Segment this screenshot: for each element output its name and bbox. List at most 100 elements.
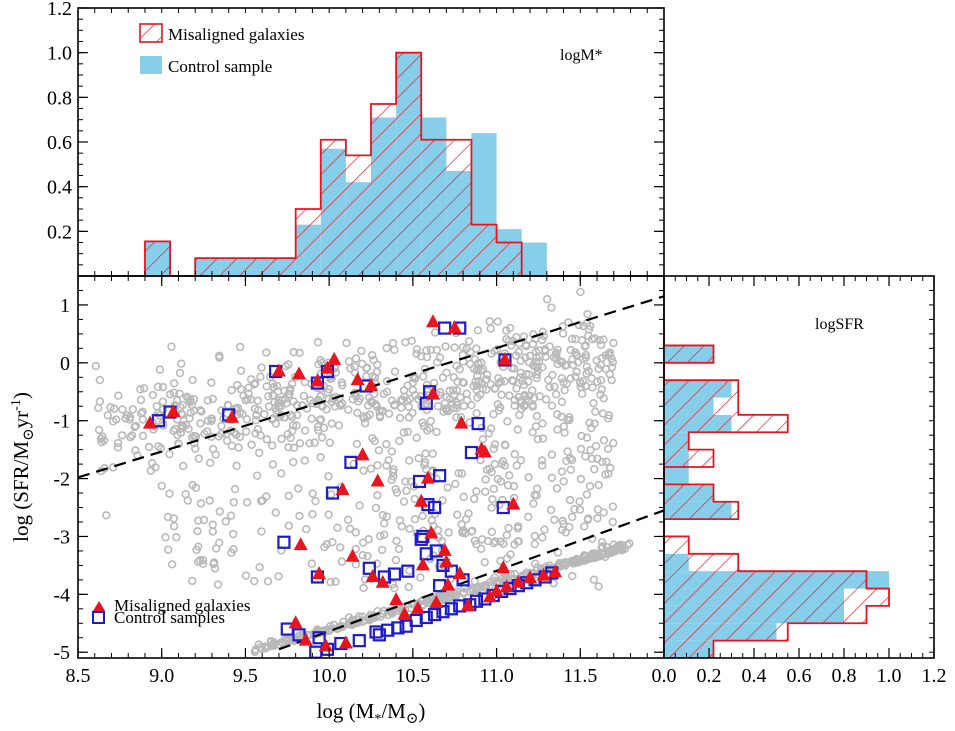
- parent-point: [165, 489, 174, 498]
- parent-point: [350, 362, 359, 371]
- misaligned-point: [452, 566, 467, 580]
- parent-point: [575, 505, 585, 514]
- parent-point: [462, 344, 471, 353]
- parent-point: [372, 402, 382, 411]
- main-legend: Misaligned galaxies Control samples: [92, 596, 250, 627]
- parent-point: [570, 556, 579, 565]
- parent-point: [388, 467, 398, 477]
- parent-point: [359, 583, 368, 593]
- parent-point: [419, 372, 428, 381]
- parent-point: [94, 425, 104, 435]
- parent-point: [158, 382, 168, 392]
- parent-point: [215, 351, 224, 360]
- parent-point: [268, 441, 277, 450]
- parent-point: [175, 368, 185, 378]
- parent-point: [196, 406, 205, 415]
- parent-point: [284, 443, 293, 452]
- parent-point: [595, 336, 604, 345]
- parent-point: [401, 477, 410, 486]
- parent-point: [452, 404, 461, 413]
- misaligned-point: [298, 632, 313, 646]
- right-control-bar: [664, 467, 689, 485]
- parent-point: [541, 395, 551, 404]
- parent-point: [458, 343, 468, 352]
- parent-point: [625, 539, 634, 548]
- misaligned-point: [338, 635, 353, 649]
- misaligned-point: [389, 592, 404, 606]
- parent-point: [226, 511, 236, 520]
- parent-point: [444, 528, 453, 537]
- control-point: [344, 455, 358, 469]
- parent-point: [388, 580, 398, 589]
- parent-point: [505, 391, 514, 400]
- parent-point: [456, 393, 465, 402]
- parent-point: [234, 443, 243, 452]
- parent-point: [471, 377, 480, 386]
- parent-point: [232, 461, 241, 471]
- parent-point: [459, 588, 468, 597]
- parent-point: [532, 353, 541, 362]
- parent-point: [391, 555, 401, 565]
- right-misaligned-bar: [664, 484, 714, 502]
- parent-point: [449, 386, 458, 395]
- control-point: [352, 634, 366, 648]
- top-control-bar: [521, 242, 547, 276]
- parent-point: [608, 502, 618, 511]
- parent-point: [208, 527, 218, 536]
- parent-point: [550, 515, 559, 525]
- parent-point: [316, 356, 325, 365]
- parent-point: [196, 419, 205, 428]
- parent-point: [469, 364, 479, 373]
- parent-point: [273, 387, 283, 396]
- top-panel-tag: logM*: [560, 47, 603, 64]
- parent-point: [576, 382, 585, 392]
- parent-point: [390, 401, 399, 410]
- main-x-tick-label: 10.5: [395, 665, 430, 687]
- parent-point: [442, 406, 451, 415]
- parent-point: [289, 348, 298, 357]
- parent-point: [241, 427, 251, 436]
- parent-point: [495, 378, 504, 388]
- parent-point: [326, 578, 335, 587]
- parent-point: [363, 551, 372, 561]
- parent-point: [544, 375, 553, 384]
- parent-point: [423, 426, 432, 435]
- parent-point: [194, 454, 204, 463]
- right-x-tick-label: 0.2: [697, 665, 722, 687]
- parent-point: [391, 484, 400, 494]
- parent-point: [538, 461, 547, 470]
- parent-point: [495, 579, 504, 589]
- misaligned-points: [142, 314, 563, 652]
- parent-point: [169, 521, 179, 531]
- right-misaligned-bar: [664, 432, 689, 450]
- legend-square-marker: [92, 611, 105, 624]
- parent-point: [489, 444, 499, 453]
- parent-point: [426, 416, 436, 426]
- parent-point: [253, 396, 263, 405]
- parent-point: [100, 464, 109, 473]
- parent-point: [292, 421, 301, 430]
- parent-point: [387, 447, 397, 456]
- parent-point: [565, 522, 574, 532]
- parent-point: [374, 446, 384, 455]
- parent-point: [487, 424, 496, 433]
- parent-point: [198, 559, 208, 568]
- parent-point: [337, 557, 347, 566]
- parent-point: [280, 635, 290, 644]
- parent-point: [512, 461, 521, 470]
- parent-point: [178, 400, 187, 410]
- parent-point: [263, 577, 273, 586]
- misaligned-point: [496, 560, 511, 574]
- parent-point: [261, 644, 270, 653]
- parent-point: [377, 545, 387, 555]
- control-point: [362, 561, 376, 575]
- parent-point: [192, 545, 201, 555]
- parent-point: [541, 352, 550, 361]
- parent-point: [175, 389, 184, 398]
- right-misaligned-bar: [664, 397, 739, 415]
- parent-point: [183, 496, 192, 505]
- parent-point: [284, 521, 294, 530]
- parent-point: [477, 423, 486, 433]
- parent-point: [314, 360, 323, 369]
- main-y-tick-label: 1: [60, 295, 70, 317]
